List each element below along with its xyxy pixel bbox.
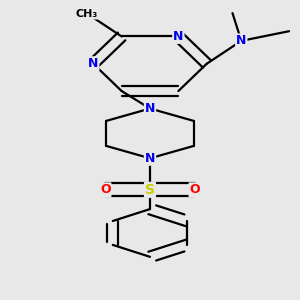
- Text: CH₃: CH₃: [76, 9, 98, 19]
- Text: N: N: [145, 152, 155, 165]
- Text: N: N: [236, 34, 247, 47]
- Text: N: N: [145, 102, 155, 115]
- Text: N: N: [88, 57, 98, 70]
- Text: O: O: [190, 183, 200, 196]
- Text: S: S: [145, 183, 155, 197]
- Text: N: N: [173, 30, 184, 43]
- Text: O: O: [100, 183, 110, 196]
